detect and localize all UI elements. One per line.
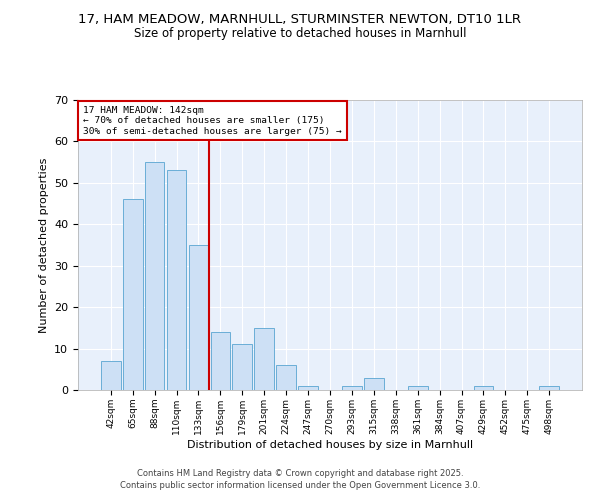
Bar: [298, 386, 318, 390]
Text: Contains HM Land Registry data © Crown copyright and database right 2025.: Contains HM Land Registry data © Crown c…: [137, 468, 463, 477]
Text: 17 HAM MEADOW: 142sqm
← 70% of detached houses are smaller (175)
30% of semi-det: 17 HAM MEADOW: 142sqm ← 70% of detached …: [83, 106, 342, 136]
Bar: [211, 332, 230, 390]
Text: 17, HAM MEADOW, MARNHULL, STURMINSTER NEWTON, DT10 1LR: 17, HAM MEADOW, MARNHULL, STURMINSTER NE…: [79, 12, 521, 26]
Bar: [473, 386, 493, 390]
Bar: [167, 170, 187, 390]
Y-axis label: Number of detached properties: Number of detached properties: [38, 158, 49, 332]
Bar: [342, 386, 362, 390]
X-axis label: Distribution of detached houses by size in Marnhull: Distribution of detached houses by size …: [187, 440, 473, 450]
Bar: [254, 328, 274, 390]
Bar: [364, 378, 384, 390]
Bar: [232, 344, 252, 390]
Bar: [188, 245, 208, 390]
Bar: [539, 386, 559, 390]
Bar: [408, 386, 428, 390]
Bar: [101, 361, 121, 390]
Bar: [145, 162, 164, 390]
Text: Contains public sector information licensed under the Open Government Licence 3.: Contains public sector information licen…: [120, 481, 480, 490]
Bar: [276, 365, 296, 390]
Text: Size of property relative to detached houses in Marnhull: Size of property relative to detached ho…: [134, 28, 466, 40]
Bar: [123, 200, 143, 390]
